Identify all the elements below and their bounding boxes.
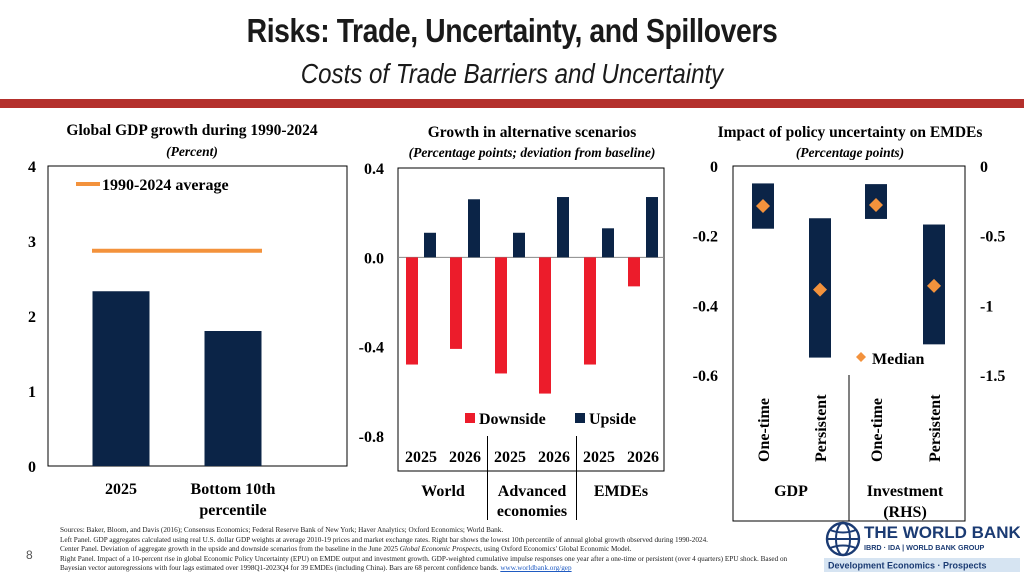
right-category-label: Persistent: [927, 394, 944, 462]
left-chart-subtitle: (Percent): [166, 144, 218, 159]
footer-left-panel-note: Left Panel. GDP aggregates calculated us…: [60, 535, 708, 544]
left-bar-2: [204, 331, 262, 466]
left-ytick-label: 4: [28, 159, 36, 176]
center-year-label: 2026: [538, 449, 570, 466]
downside-bar: [539, 257, 551, 394]
left-ytick-label: 3: [28, 234, 36, 251]
page-number: 8: [26, 548, 33, 562]
median-marker: [813, 282, 827, 297]
downside-bar: [495, 257, 507, 374]
right-chart-subtitle: (Percentage points): [795, 145, 905, 160]
center-group-label: economies: [497, 503, 567, 520]
right-category-label: Persistent: [813, 394, 830, 462]
left-ytick-label: 1: [28, 384, 36, 401]
center-year-label: 2025: [405, 449, 437, 466]
legend-upside-swatch: [575, 413, 585, 423]
center-year-label: 2026: [627, 449, 659, 466]
footer-sources: Sources: Baker, Bloom, and Davis (2016);…: [60, 526, 504, 534]
slide-title: Risks: Trade, Uncertainty, and Spillover…: [246, 12, 778, 49]
right-group-label: Investment: [867, 483, 944, 500]
footer-center-panel-note: Center Panel. Deviation of aggregate gro…: [60, 545, 812, 555]
left-xtick-label: percentile: [199, 502, 266, 519]
legend-upside-label: Upside: [589, 411, 636, 428]
legend-average-label: 1990-2024 average: [102, 177, 229, 194]
right-right-ytick-label: -0.5: [980, 229, 1005, 246]
upside-bar: [424, 232, 436, 258]
left-ytick-label: 2: [28, 309, 36, 326]
center-year-label: 2025: [583, 449, 615, 466]
footer-link[interactable]: www.worldbank.org/gep: [500, 564, 572, 573]
right-left-ytick-label: 0: [710, 159, 718, 176]
right-left-ytick-label: -0.2: [693, 229, 718, 246]
center-chart-subtitle: (Percentage points; deviation from basel…: [408, 145, 656, 160]
legend-median-label: Median: [872, 351, 925, 368]
right-right-ytick-label: 0: [980, 159, 988, 176]
right-chart-title: Impact of policy uncertainty on EMDEs: [717, 124, 983, 141]
upside-bar: [602, 228, 614, 258]
left-xtick-label: 2025: [105, 481, 137, 498]
right-note-text: Right Panel. Impact of a 10-percent rise…: [60, 554, 788, 573]
right-right-ytick-label: -1: [980, 298, 993, 315]
right-right-ytick-label: -1.5: [980, 368, 1005, 385]
right-left-ytick-label: -0.6: [693, 368, 718, 385]
downside-bar: [628, 257, 640, 287]
right-group-label: (RHS): [883, 504, 927, 521]
center-chart-title: Growth in alternative scenarios: [427, 124, 637, 141]
downside-bar: [406, 257, 418, 365]
median-marker: [869, 198, 883, 213]
legend-median-marker: [856, 352, 866, 362]
legend-downside-swatch: [465, 413, 475, 423]
median-marker: [927, 278, 941, 293]
center-ytick-label: 0.4: [364, 161, 384, 178]
left-xtick-label: Bottom 10th: [191, 481, 276, 498]
downside-bar: [584, 257, 596, 365]
center-year-label: 2026: [449, 449, 481, 466]
world-bank-logo: THE WORLD BANK IBRD · IDA | WORLD BANK G…: [824, 521, 1020, 572]
upside-bar: [557, 197, 569, 258]
logo-tagline: IBRD · IDA | WORLD BANK GROUP: [864, 543, 985, 552]
upside-bar: [468, 199, 480, 258]
upside-bar: [513, 232, 525, 258]
center-ytick-label: -0.8: [359, 429, 384, 446]
center-group-label: World: [421, 483, 465, 500]
right-category-label: One-time: [869, 398, 886, 462]
globe-icon: [825, 521, 861, 557]
center-ytick-label: -0.4: [359, 340, 384, 357]
center-note-report-title: Global Economic Prospects: [399, 545, 481, 554]
footer-right-panel-note: Right Panel. Impact of a 10-percent rise…: [60, 555, 812, 574]
center-group-label: EMDEs: [594, 483, 648, 500]
median-marker: [756, 199, 770, 214]
downside-bar: [450, 257, 462, 349]
center-note-part-b: , using Oxford Economics' Global Economi…: [480, 545, 632, 554]
left-bar-1: [92, 291, 150, 466]
title-divider-band: [0, 99, 1024, 108]
center-ytick-label: 0.0: [364, 250, 384, 267]
logo-name: THE WORLD BANK: [864, 523, 1020, 542]
right-group-label: GDP: [774, 483, 808, 500]
center-note-part-a: Center Panel. Deviation of aggregate gro…: [60, 545, 398, 554]
logo-unit-band: [824, 558, 1020, 572]
left-plot-frame: [47, 165, 348, 467]
center-group-label: Advanced: [498, 483, 567, 500]
footer-notes: Sources: Baker, Bloom, and Davis (2016);…: [60, 526, 812, 574]
left-ytick-label: 0: [28, 459, 36, 476]
left-chart-title: Global GDP growth during 1990-2024: [66, 122, 318, 139]
slide-subtitle: Costs of Trade Barriers and Uncertainty: [300, 58, 724, 89]
logo-unit: Development Economics · Prospects: [828, 561, 987, 571]
right-left-ytick-label: -0.4: [693, 298, 718, 315]
upside-bar: [646, 197, 658, 258]
center-year-label: 2025: [494, 449, 526, 466]
right-category-label: One-time: [756, 398, 773, 462]
legend-downside-label: Downside: [479, 411, 546, 428]
